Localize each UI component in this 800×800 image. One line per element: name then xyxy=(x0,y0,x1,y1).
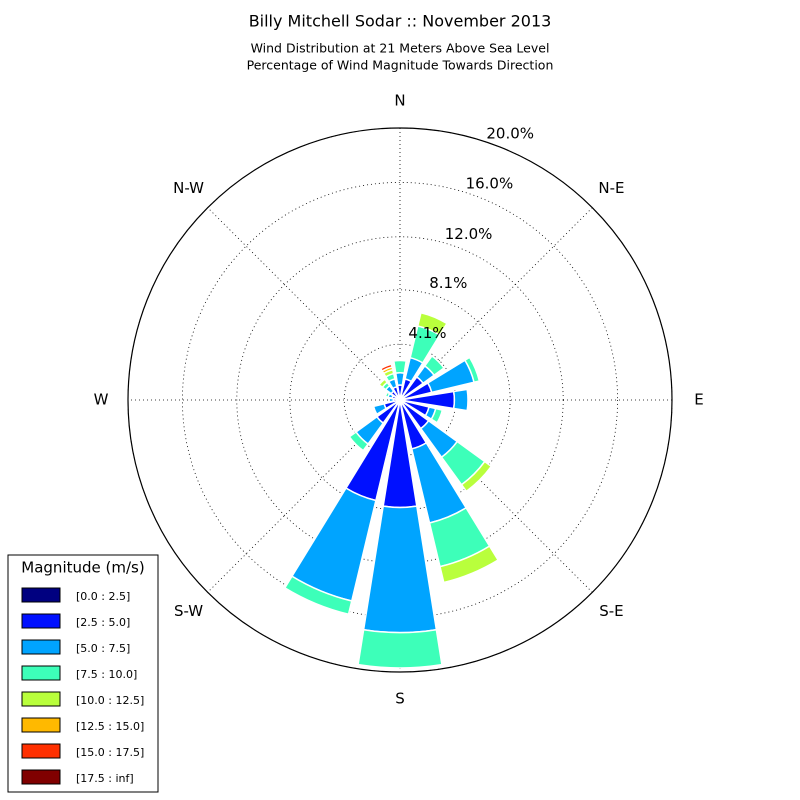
chart-title: Billy Mitchell Sodar :: November 2013 xyxy=(249,12,552,31)
legend-swatch xyxy=(21,665,61,681)
legend-label: [0.0 : 2.5] xyxy=(76,590,130,603)
bar-segment xyxy=(392,359,408,374)
outer-ring xyxy=(127,127,673,673)
legend-swatch xyxy=(21,743,61,759)
legend-label: [10.0 : 12.5] xyxy=(76,694,144,707)
legend-label: [15.0 : 17.5] xyxy=(76,746,144,759)
direction-label: N-E xyxy=(598,179,624,197)
labels: 4.1% 8.1% 12.0% 16.0% 20.0% N N-E E S-E S S-W W N-W xyxy=(94,92,704,708)
bar-segment xyxy=(452,388,469,412)
bar-segment xyxy=(430,407,444,424)
bars xyxy=(283,311,500,669)
r-tick-label: 4.1% xyxy=(408,324,446,342)
direction-label: S-E xyxy=(599,602,623,620)
bar-segment xyxy=(416,311,448,337)
bar-segment xyxy=(388,397,395,403)
legend-label: [7.5 : 10.0] xyxy=(76,668,137,681)
bar-segment xyxy=(463,356,481,384)
bar-segment xyxy=(384,391,391,399)
direction-label: N-W xyxy=(173,179,204,197)
direction-label: S xyxy=(395,690,405,708)
legend-swatch xyxy=(21,691,61,707)
direction-label: N xyxy=(394,92,405,110)
legend: Magnitude (m/s) [0.0 : 2.5] [2.5 : 5.0] [5… xyxy=(7,554,159,793)
r-tick-label: 12.0% xyxy=(445,225,493,243)
legend-label: [2.5 : 5.0] xyxy=(76,616,130,629)
legend-label: [17.5 : inf] xyxy=(76,772,134,785)
legend-swatch xyxy=(21,769,61,785)
chart-subtitle: Percentage of Wind Magnitude Towards Dir… xyxy=(247,58,554,73)
chart-subtitle: Wind Distribution at 21 Meters Above Sea… xyxy=(251,41,550,56)
direction-label: W xyxy=(94,391,109,409)
legend-swatch xyxy=(21,587,61,603)
bar-segment xyxy=(357,628,443,669)
legend-swatch xyxy=(21,639,61,655)
bar-segment xyxy=(423,354,446,377)
r-tick-label: 16.0% xyxy=(466,175,514,193)
legend-swatch xyxy=(21,717,61,733)
legend-swatch xyxy=(21,613,61,629)
legend-label: [12.5 : 15.0] xyxy=(76,720,144,733)
bar-segment xyxy=(362,505,438,634)
direction-label: E xyxy=(694,391,703,409)
legend-label: [5.0 : 7.5] xyxy=(76,642,130,655)
r-tick-label: 8.1% xyxy=(429,274,467,292)
legend-title: Magnitude (m/s) xyxy=(21,559,144,577)
direction-label: S-W xyxy=(174,602,203,620)
bar-segment xyxy=(348,430,370,452)
bar-segment xyxy=(372,402,388,416)
bar-segment xyxy=(394,372,406,387)
bar-segment xyxy=(283,575,353,616)
bar-segment xyxy=(439,545,500,584)
grid-ring xyxy=(181,181,619,619)
bar-segment xyxy=(376,376,386,386)
bar-segment xyxy=(460,460,493,493)
bar-segment xyxy=(379,363,393,373)
r-tick-label: 20.0% xyxy=(486,124,534,142)
